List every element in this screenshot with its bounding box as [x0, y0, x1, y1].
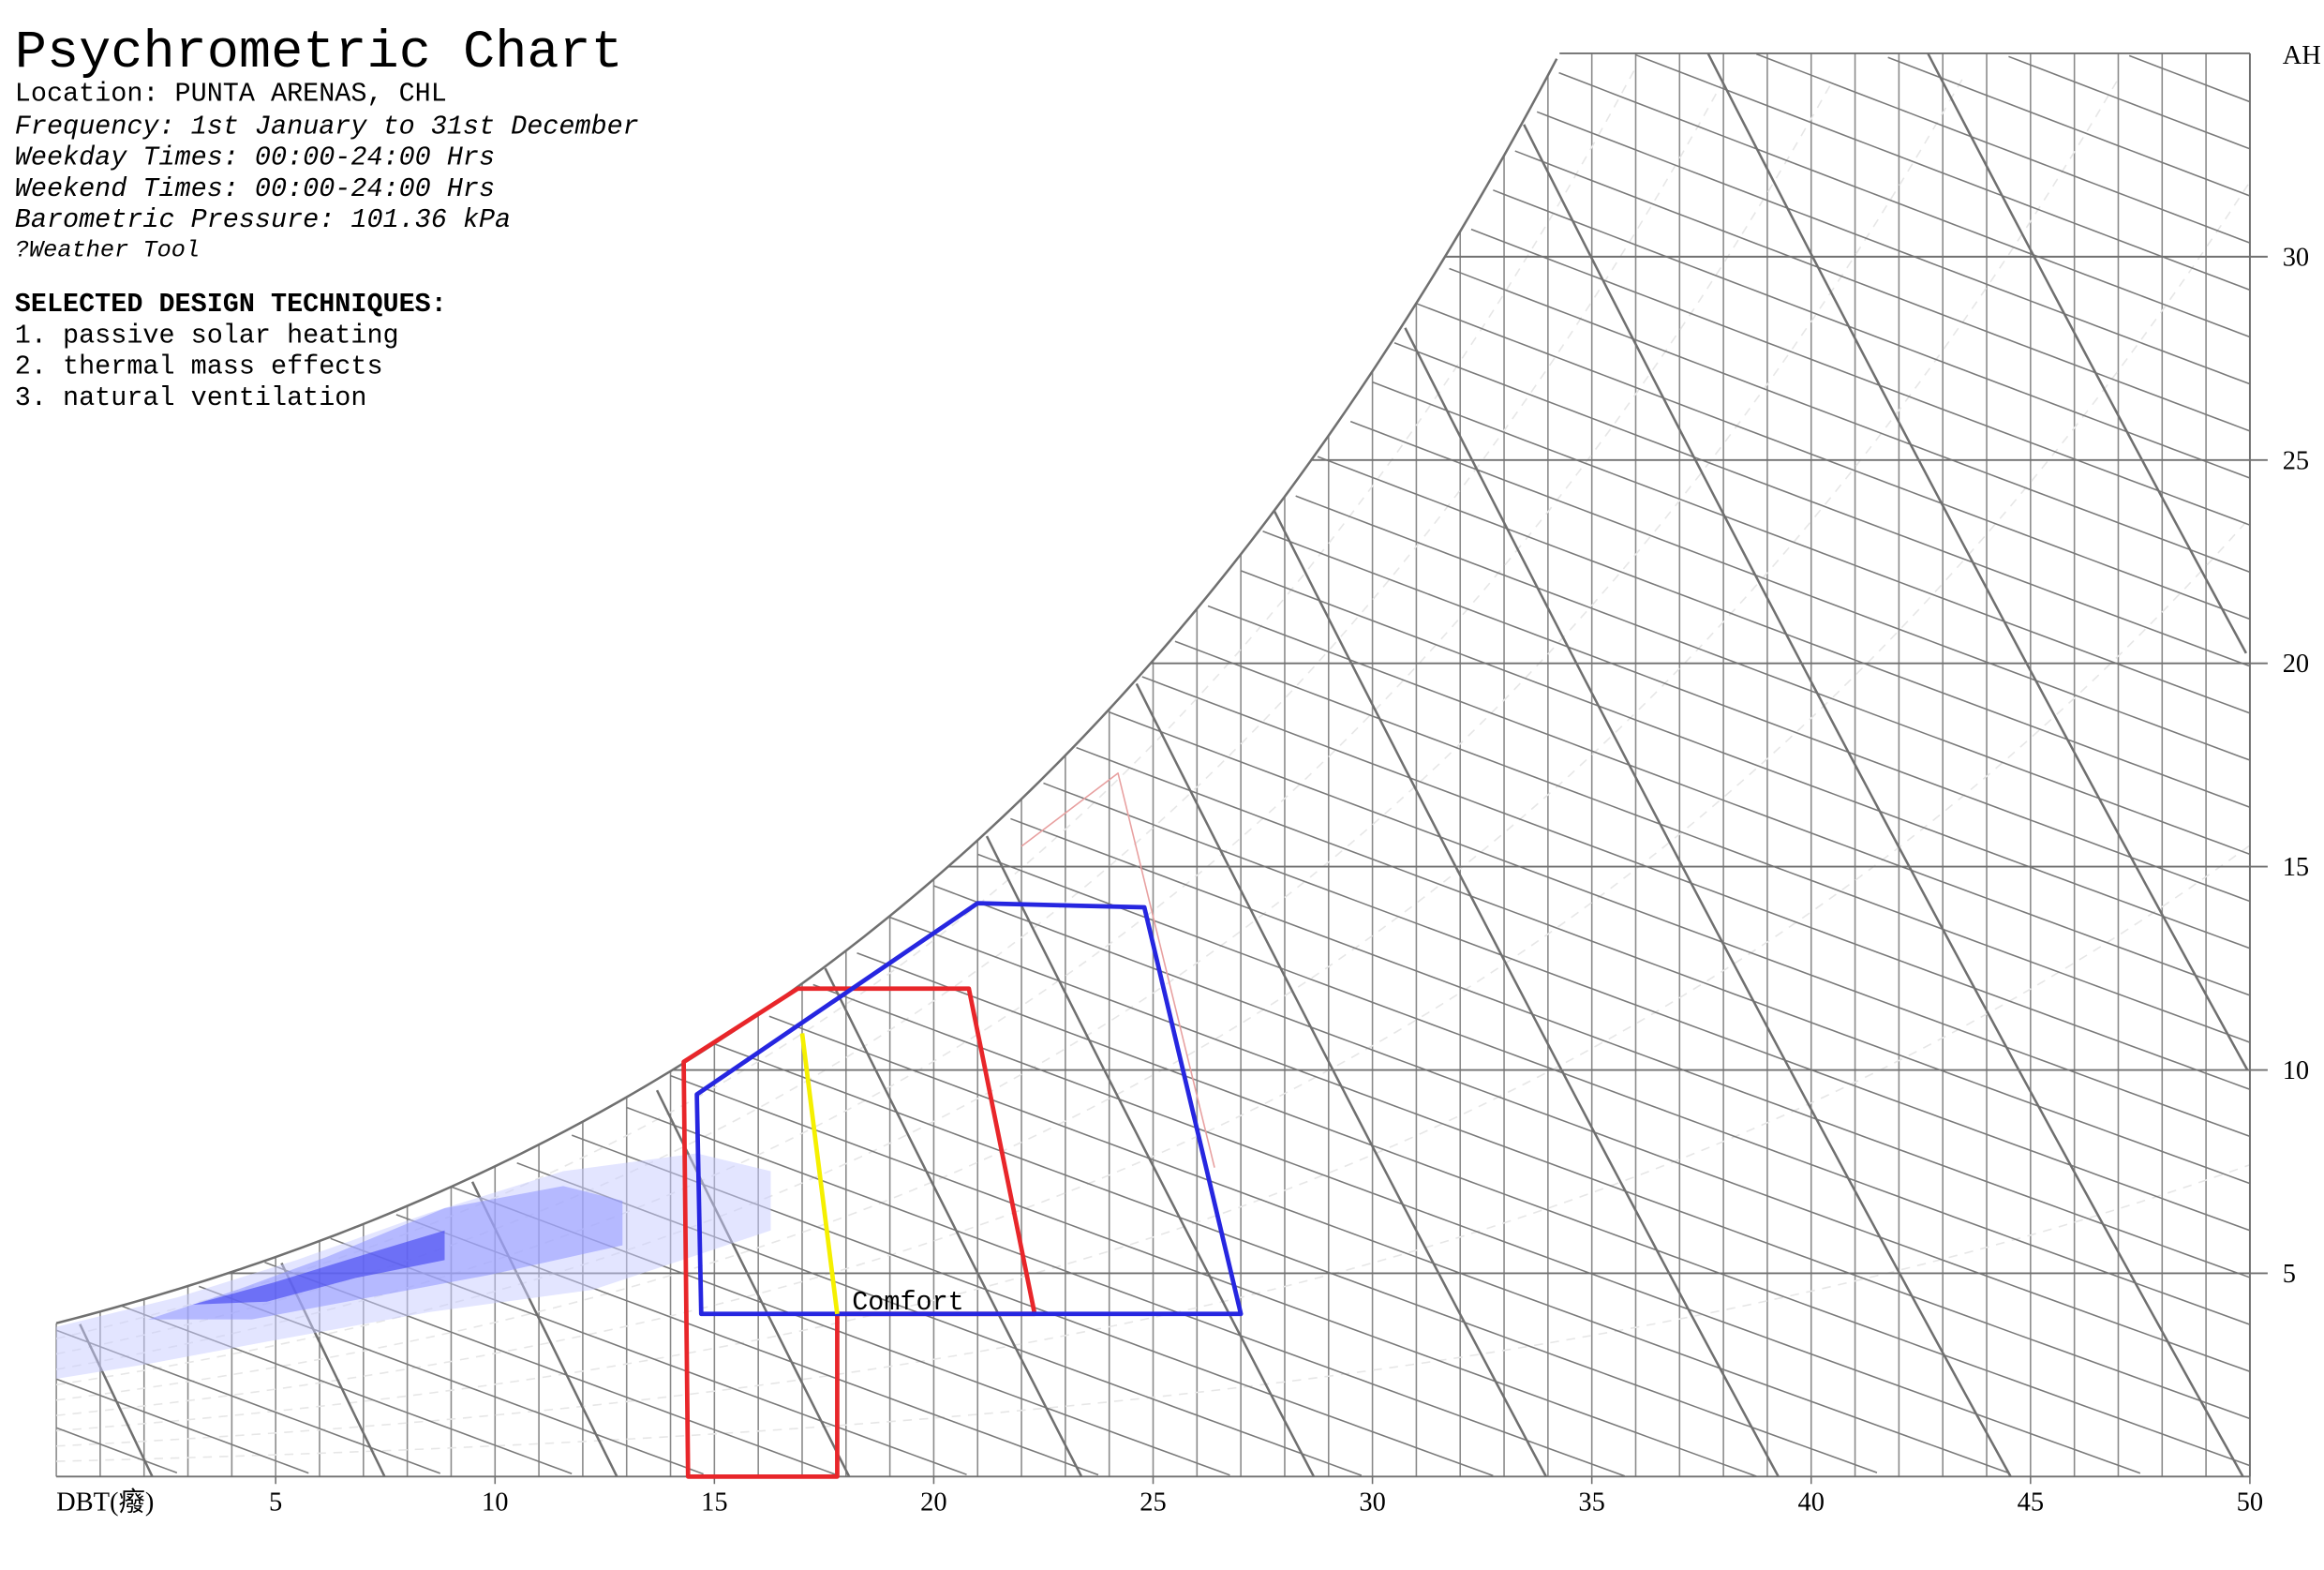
enthalpy-line [1010, 817, 2251, 1278]
enthalpy-line [1174, 640, 2251, 1043]
volume-line [1135, 682, 1547, 1477]
legend-entry: 3. natural ventilation [15, 382, 367, 413]
enthalpy-line [1349, 420, 2251, 761]
enthalpy-line [889, 916, 2251, 1420]
enthalpy-line [976, 853, 2251, 1325]
info-line: Barometric Pressure: 101.36 kPa [15, 204, 511, 235]
enthalpy-line [1076, 746, 2251, 1185]
chart-title: Psychrometric Chart [15, 23, 623, 83]
cloud-core [192, 1230, 445, 1305]
enthalpy-line [1416, 303, 2251, 621]
enthalpy-line [1470, 228, 2251, 526]
info-line: Location: PUNTA ARENAS, CHL [15, 79, 447, 110]
zone-outline [681, 986, 1037, 1479]
enthalpy-line [1755, 52, 2251, 244]
x-tick-label: 45 [2018, 1488, 2044, 1518]
enthalpy-line [55, 1427, 178, 1474]
enthalpy-line [1493, 189, 2251, 479]
volume-line [824, 967, 1083, 1477]
y-axis-label: AH [2283, 41, 2321, 70]
enthalpy-line [933, 885, 2251, 1373]
rh-curve [56, 1164, 2251, 1462]
rh-curve [55, 80, 1724, 1355]
x-tick-label: 15 [701, 1488, 727, 1518]
comfort-line [799, 1033, 840, 1315]
enthalpy-line [1393, 341, 2251, 667]
enthalpy-line [1043, 782, 2251, 1232]
enthalpy-line [1240, 570, 2251, 949]
legend-title: SELECTED DESIGN TECHNIQUES: [15, 289, 447, 320]
info-line: Frequency: 1st January to 31st December [15, 111, 639, 142]
x-tick-label: 50 [2237, 1488, 2263, 1518]
rh-curve [55, 74, 1966, 1386]
x-tick-label: 30 [1359, 1488, 1385, 1518]
enthalpy-line [1514, 150, 2251, 432]
volume-line [1404, 327, 2012, 1477]
enthalpy-line [714, 1042, 1878, 1473]
enthalpy-line [1109, 711, 2251, 1138]
y-tick-label: 20 [2283, 650, 2309, 679]
enthalpy-line [626, 1106, 1626, 1477]
info-line: Weekday Times: 00:00-24:00 Hrs [15, 142, 495, 173]
rh-curve [56, 181, 2251, 1416]
saturation-curve [55, 58, 1558, 1324]
x-tick-label: 40 [1798, 1488, 1825, 1518]
enthalpy-line [1317, 456, 2251, 808]
enthalpy-line [1635, 53, 2251, 292]
x-tick-label: 25 [1140, 1488, 1166, 1518]
volume-line [1927, 52, 2247, 654]
weather-data-cloud [56, 1153, 771, 1379]
rh-curve [56, 516, 2251, 1432]
info-line: ?Weather Tool [15, 237, 200, 264]
enthalpy-line [1449, 267, 2251, 574]
x-tick-label: 10 [482, 1488, 508, 1518]
legend-entry: 2. thermal mass effects [15, 351, 383, 382]
enthalpy-line [768, 1015, 2009, 1474]
rh-curve [56, 845, 2251, 1447]
enthalpy-line [1536, 111, 2251, 385]
enthalpy-line [2128, 54, 2251, 103]
enthalpy-line [1558, 71, 2251, 338]
rh-curve [55, 67, 1637, 1339]
enthalpy-line [2008, 55, 2251, 150]
enthalpy-line [670, 1074, 1757, 1477]
enthalpy-line [812, 983, 2141, 1474]
x-axis-label: DBT(癈) [56, 1488, 154, 1518]
x-tick-label: 35 [1578, 1488, 1604, 1518]
enthalpy-line [1262, 531, 2251, 903]
enthalpy-line [1295, 495, 2251, 856]
y-tick-label: 30 [2283, 243, 2309, 272]
x-tick-label: 20 [920, 1488, 946, 1518]
enthalpy-line [1372, 381, 2251, 714]
x-tick-label: 5 [269, 1488, 282, 1518]
comfort-label: Comfort [852, 1287, 964, 1318]
y-tick-label: 25 [2283, 446, 2309, 475]
enthalpy-line [55, 1378, 309, 1474]
y-tick-label: 15 [2283, 853, 2309, 882]
enthalpy-line [1141, 676, 2251, 1090]
info-line: Weekend Times: 00:00-24:00 Hrs [15, 173, 495, 204]
enthalpy-line [1207, 605, 2251, 996]
rh-curve [56, 78, 2120, 1401]
y-tick-label: 5 [2283, 1260, 2296, 1289]
volume-line [985, 835, 1316, 1477]
legend-entry: 1. passive solar heating [15, 320, 399, 351]
zone-outline [694, 901, 1244, 1317]
grid [55, 52, 2268, 1485]
y-tick-label: 10 [2283, 1056, 2309, 1085]
rh-curve [55, 80, 1834, 1370]
zone-outline [1020, 772, 1215, 1168]
design-zones [681, 772, 1244, 1479]
volume-line [1706, 52, 2249, 1071]
volume-line [1273, 510, 1780, 1477]
enthalpy-line [1887, 56, 2251, 197]
volume-line [1523, 124, 2244, 1477]
